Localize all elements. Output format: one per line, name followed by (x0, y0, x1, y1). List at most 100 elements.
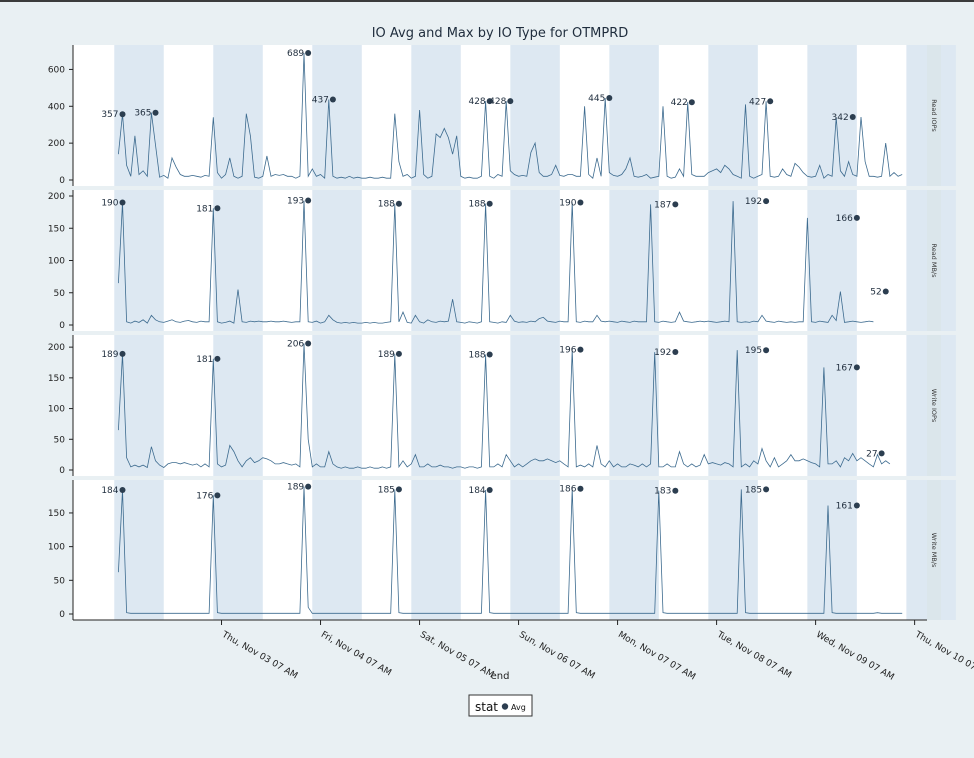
x-tick-label: Sun, Nov 06 07 AM (517, 630, 596, 682)
facet-1-peak-marker (214, 205, 221, 212)
legend-entry-avg: Avg (511, 703, 526, 712)
facet-1-peak-label: 190 (101, 198, 118, 208)
facet-1-peak-label: 193 (287, 197, 304, 207)
x-tick-label: Wed, Nov 09 07 AM (814, 630, 895, 683)
facet-2-day-band (411, 335, 461, 476)
facet-2-peak-label: 27 (866, 449, 877, 459)
facet-0-plot-area (73, 45, 927, 186)
facet-1-peak-marker (577, 199, 584, 206)
facet-1-peak-label: 190 (559, 198, 576, 208)
facet-0-y-tick-label: 200 (48, 139, 65, 149)
facet-3-y-tick-label: 150 (48, 509, 65, 519)
facet-3-y-tick-label: 50 (54, 576, 66, 586)
facet-2-day-band (213, 335, 263, 476)
facet-0-peak-marker (305, 50, 312, 57)
facet-2-peak-marker (395, 350, 402, 357)
facet-2-strip (927, 335, 941, 476)
facet-3-strip (927, 480, 941, 620)
facet-2-day-band (807, 335, 857, 476)
facet-1-peak-label: 181 (196, 204, 213, 214)
facet-0-peak-label: 357 (101, 110, 118, 120)
facet-3-strip-label: Write MB/s (930, 533, 938, 568)
facet-3-avg-line (118, 486, 903, 614)
x-tick-label: Thu, Nov 03 07 AM (219, 629, 299, 681)
facet-2-peak-marker (763, 347, 770, 354)
facet-0-y-tick-label: 600 (48, 65, 65, 75)
facet-0-day-band (411, 45, 461, 186)
facet-3-peak-marker (486, 487, 493, 494)
x-axis: Thu, Nov 03 07 AM Fri, Nov 04 07 AM Sat, N… (73, 619, 974, 683)
facet-2-peak-marker (577, 346, 584, 353)
facet-2-peak-marker (853, 364, 860, 371)
facet-0-day-band (312, 45, 362, 186)
facet-3-peak-label: 185 (378, 485, 395, 495)
facet-0-y-tick-label: 400 (48, 102, 65, 112)
facet-3-peak-marker (395, 486, 402, 493)
facet-3-y-tick-label: 0 (59, 610, 65, 620)
facet-1-day-band (609, 190, 659, 331)
facet-2-y-tick-label: 150 (48, 374, 65, 384)
facet-3-peak-marker (577, 485, 584, 492)
facet-1-peak-label: 188 (378, 200, 395, 210)
facet-2-y-tick-label: 0 (59, 466, 65, 476)
facet-3-peak-marker (853, 502, 860, 509)
facet-3-peak-label: 184 (101, 486, 118, 496)
facet-2-peak-label: 195 (745, 346, 762, 356)
facet-3: Write MB/s 0 50 100 150 184 176 189 185 184 186 183… (48, 480, 956, 620)
facet-0-day-band (609, 45, 659, 186)
facet-2-peak-label: 181 (196, 355, 213, 365)
facet-1-y-tick-label: 50 (54, 289, 66, 299)
x-tick-label: Sat, Nov 05 07 AM (418, 630, 495, 680)
facet-3-peak-label: 186 (559, 485, 576, 495)
facet-1-day-band (411, 190, 461, 331)
facet-2: Write IOPs 0 50 100 150 200 189 181 206 189 188 196… (48, 335, 956, 476)
facet-0-peak-label: 422 (671, 98, 688, 108)
facet-3-peak-label: 176 (196, 491, 213, 501)
facet-3-peak-marker (214, 492, 221, 499)
legend-box (468, 694, 533, 717)
facet-0: Read IOPs 0 200 400 600 357 365 689 437 428 428 445… (48, 45, 956, 186)
facet-0-peak-marker (507, 98, 514, 105)
facet-0-peak-marker (486, 98, 493, 105)
facet-3-peak-marker (763, 486, 770, 493)
facet-2-avg-line (118, 343, 891, 469)
facet-1-y-tick-label: 0 (59, 321, 65, 331)
facet-2-peak-label: 167 (836, 363, 853, 373)
facet-3-peak-label: 183 (654, 487, 671, 497)
facet-0-peak-label: 427 (749, 97, 766, 107)
facet-1-peak-marker (395, 200, 402, 207)
facet-1-day-band (807, 190, 857, 331)
facet-panels: Read IOPs 0 200 400 600 357 365 689 437 428 428 445… (48, 45, 956, 620)
facet-0-peak-label: 437 (312, 95, 329, 105)
facet-1-peak-label: 187 (654, 200, 671, 210)
facet-3-day-band (312, 480, 362, 620)
facet-3-day-band (609, 480, 659, 620)
legend-avg-marker (501, 703, 509, 710)
facet-1-peak-label: 52 (870, 287, 881, 297)
facet-1-peak-label: 166 (836, 214, 853, 224)
facet-1-y-tick-label: 150 (48, 224, 65, 234)
facet-0-y-tick-label: 0 (59, 176, 65, 186)
facet-0-peak-marker (849, 113, 856, 120)
facet-3-peak-label: 185 (745, 485, 762, 495)
facet-3-day-band (213, 480, 263, 620)
facet-1-y-tick-label: 100 (48, 257, 65, 267)
facet-1-strip (927, 190, 941, 331)
facet-3-day-band (708, 480, 758, 620)
facet-2-peak-label: 206 (287, 339, 304, 349)
facet-1-peak-marker (672, 201, 679, 208)
facet-1-peak-marker (486, 200, 493, 207)
facet-2-strip-label: Write IOPs (930, 389, 938, 423)
facet-2-peak-label: 188 (468, 351, 485, 361)
facet-1-day-band (510, 190, 560, 331)
facet-2-peak-marker (305, 340, 312, 347)
facet-1-avg-line (118, 200, 874, 324)
facet-3-peak-label: 161 (836, 502, 853, 512)
facet-3-peak-label: 189 (287, 483, 304, 493)
facet-0-peak-label: 428 (468, 97, 485, 107)
facet-0-strip (927, 45, 941, 186)
facet-0-peak-marker (606, 94, 613, 101)
facet-0-peak-marker (329, 96, 336, 103)
facet-2-peak-marker (119, 350, 126, 357)
